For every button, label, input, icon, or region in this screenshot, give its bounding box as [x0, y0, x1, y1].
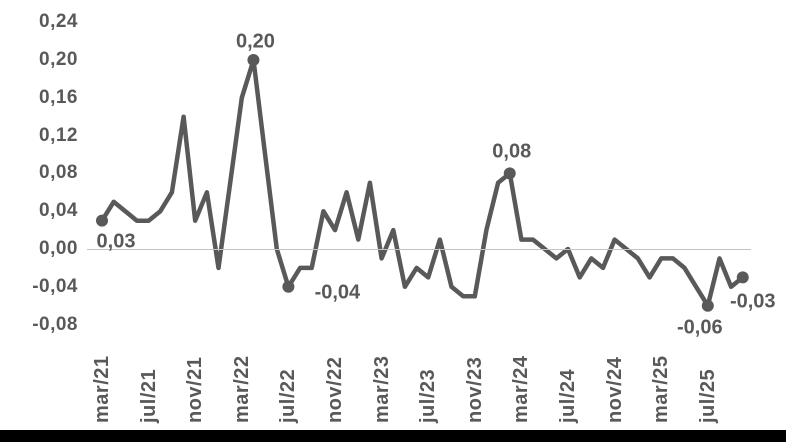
x-axis-tick-label: nov/24	[603, 356, 626, 423]
x-axis-tick-label: nov/21	[184, 356, 207, 423]
x-axis-tick-label: jul/23	[417, 368, 440, 423]
x-axis-tick-label: nov/22	[324, 356, 346, 423]
data-point-marker	[96, 214, 108, 227]
x-axis-tick-label: jul/21	[137, 368, 160, 423]
data-point-label: -0,04	[314, 281, 361, 304]
bottom-black-bar	[0, 430, 786, 442]
data-point-marker	[701, 299, 714, 312]
y-axis-tick-label: 0,00	[39, 238, 78, 259]
x-axis-tick-label: jul/25	[696, 368, 719, 423]
y-axis-tick-label: 0,04	[39, 200, 78, 222]
data-point-marker	[736, 271, 749, 284]
data-point-markers	[96, 54, 749, 312]
x-axis-tick-label: nov/23	[463, 356, 486, 423]
x-axis-tick-label: mar/25	[650, 355, 673, 424]
x-axis-tick-label: jul/22	[277, 368, 300, 423]
x-axis-tick-label: jul/24	[557, 368, 579, 423]
x-axis-tick-label: mar/23	[370, 355, 393, 424]
data-series-line	[99, 57, 746, 308]
data-point-label: 0,03	[96, 230, 136, 253]
zero-gridline	[87, 249, 751, 250]
x-axis-tick-label: mar/22	[230, 355, 253, 424]
data-point-marker	[282, 280, 295, 293]
x-axis-tick-label: mar/21	[91, 355, 113, 424]
data-point-label: 0,20	[235, 30, 275, 53]
data-point-label: -0,03	[729, 290, 776, 313]
y-axis-tick-label: 0,08	[39, 162, 78, 184]
data-point-label: -0,06	[677, 316, 723, 339]
x-axis-tick-label: mar/24	[510, 355, 533, 424]
y-axis-tick-label: -0,08	[32, 313, 78, 335]
y-axis-tick-label: 0,12	[39, 124, 78, 146]
y-axis-tick-label: 0,24	[39, 11, 78, 33]
y-axis-tick-label: 0,20	[39, 49, 78, 70]
data-point-label: 0,08	[492, 140, 532, 163]
data-point-marker	[247, 54, 260, 66]
data-point-marker	[503, 167, 516, 180]
y-axis-tick-label: 0,16	[39, 86, 78, 108]
y-axis-tick-label: -0,04	[32, 275, 78, 297]
